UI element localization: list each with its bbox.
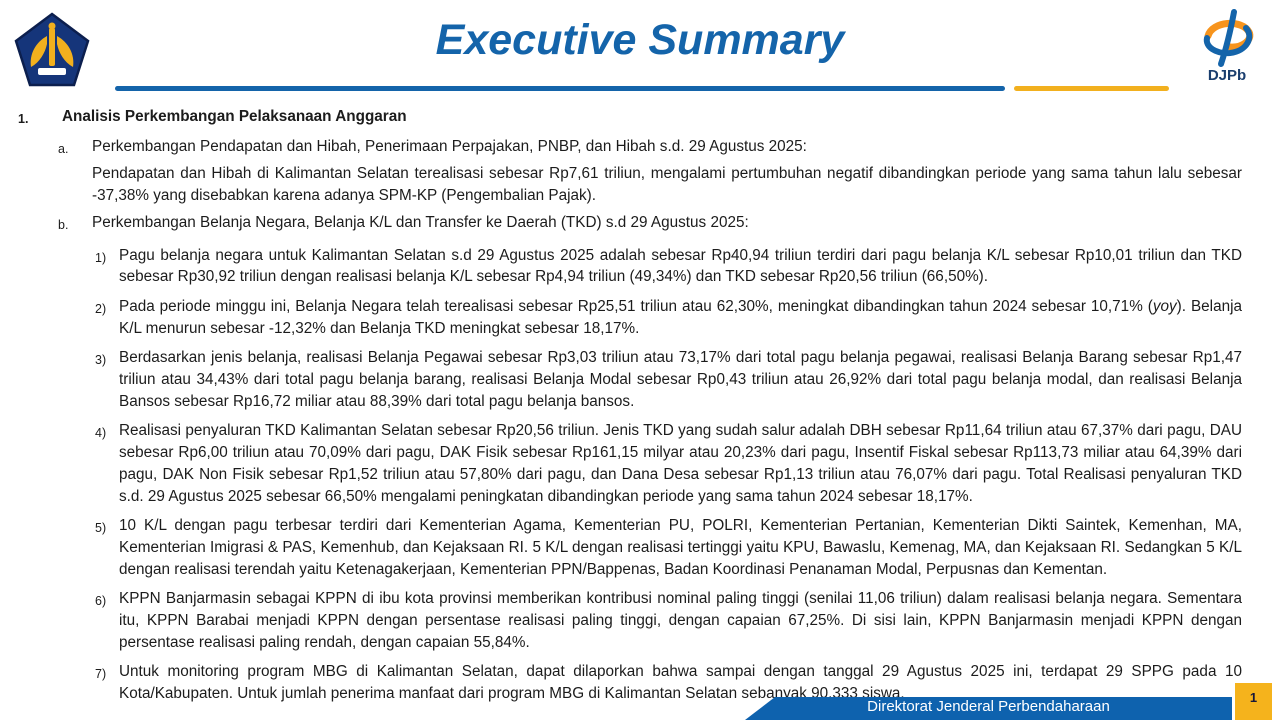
page-title: Executive Summary bbox=[435, 16, 845, 64]
numbered-item-text: Pagu belanja negara untuk Kalimantan Sel… bbox=[119, 246, 1242, 286]
numbered-item: 2) Pada periode minggu ini, Belanja Negar… bbox=[95, 296, 1242, 339]
numbered-item-text: Pada periode minggu ini, Belanja Negara … bbox=[119, 297, 1242, 337]
numbered-item-text: Untuk monitoring program MBG di Kalimant… bbox=[119, 663, 1242, 703]
numbered-item-label: 6) bbox=[95, 594, 107, 609]
djpb-swirl-icon bbox=[1203, 9, 1254, 67]
item-b-row: b. Perkembangan Belanja Negara, Belanja … bbox=[58, 212, 1242, 237]
numbered-item-text: KPPN Banjarmasin sebagai KPPN di ibu kot… bbox=[119, 590, 1242, 651]
kemenkeu-logo-icon bbox=[14, 12, 90, 88]
numbered-item-text: 10 K/L dengan pagu terbesar terdiri dari… bbox=[119, 517, 1242, 578]
numbered-item: 7) Untuk monitoring program MBG di Kalima… bbox=[95, 661, 1242, 704]
section-heading-row: 1. Analisis Perkembangan Pelaksanaan Ang… bbox=[18, 106, 1242, 131]
numbered-item-text: Realisasi penyaluran TKD Kalimantan Sela… bbox=[119, 422, 1242, 505]
content-area: 1. Analisis Perkembangan Pelaksanaan Ang… bbox=[18, 106, 1242, 705]
numbered-item-label: 2) bbox=[95, 301, 107, 316]
numbered-item-label: 1) bbox=[95, 250, 107, 265]
section-number: 1. bbox=[18, 112, 29, 126]
item-b-label: b. bbox=[58, 217, 69, 232]
page-number: 1 bbox=[1249, 690, 1258, 705]
numbered-list: 1) Pagu belanja negara untuk Kalimantan S… bbox=[18, 245, 1242, 705]
numbered-item: 6) KPPN Banjarmasin sebagai KPPN di ibu k… bbox=[95, 588, 1242, 653]
item-a-body: Pendapatan dan Hibah di Kalimantan Selat… bbox=[92, 165, 1242, 205]
numbered-item: 5) 10 K/L dengan pagu terbesar terdiri da… bbox=[95, 515, 1242, 580]
item-a-row: a. Perkembangan Pendapatan dan Hibah, Pe… bbox=[58, 136, 1242, 161]
section-title: Analisis Perkembangan Pelaksanaan Anggar… bbox=[62, 108, 407, 125]
title-underline-gold bbox=[1014, 86, 1169, 91]
footer-text: Direktorat Jenderal Perbendaharaan bbox=[867, 698, 1110, 715]
numbered-item: 3) Berdasarkan jenis belanja, realisasi B… bbox=[95, 347, 1242, 412]
djpb-logo: DJPb bbox=[1190, 6, 1264, 90]
numbered-item: 4) Realisasi penyaluran TKD Kalimantan Se… bbox=[95, 420, 1242, 507]
numbered-item-label: 7) bbox=[95, 667, 107, 682]
item-a-label: a. bbox=[58, 141, 69, 156]
numbered-item-text: Berdasarkan jenis belanja, realisasi Bel… bbox=[119, 349, 1242, 410]
numbered-item-label: 4) bbox=[95, 426, 107, 441]
item-b-title: Perkembangan Belanja Negara, Belanja K/L… bbox=[92, 213, 749, 231]
numbered-item-label: 5) bbox=[95, 521, 107, 536]
item-a-title: Perkembangan Pendapatan dan Hibah, Pener… bbox=[92, 137, 807, 155]
footer-banner: Direktorat Jenderal Perbendaharaan bbox=[745, 697, 1232, 720]
numbered-item-label: 3) bbox=[95, 353, 107, 368]
title-underline-blue bbox=[115, 86, 1005, 91]
page-number-box: 1 bbox=[1235, 683, 1272, 720]
djpb-logo-label: DJPb bbox=[1207, 67, 1247, 84]
numbered-item: 1) Pagu belanja negara untuk Kalimantan S… bbox=[95, 245, 1242, 288]
